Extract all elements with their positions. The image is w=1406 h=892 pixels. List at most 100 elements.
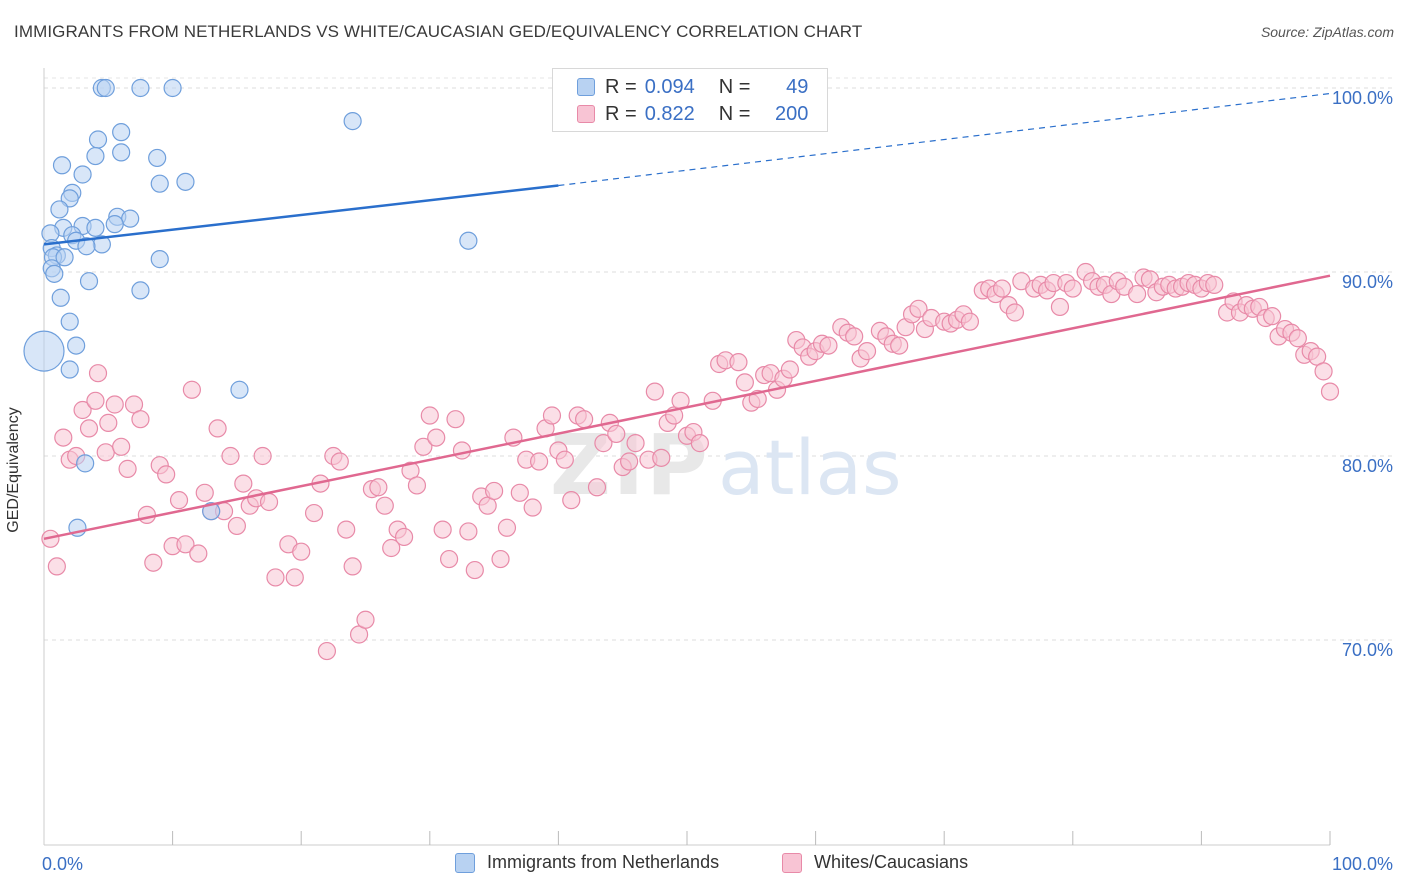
legend-r-value: 0.094 bbox=[644, 75, 695, 98]
data-point bbox=[118, 459, 137, 478]
data-point bbox=[735, 373, 754, 392]
y-axis-label: GED/Equivalency bbox=[5, 407, 22, 533]
data-point bbox=[253, 446, 272, 466]
data-point bbox=[88, 130, 108, 149]
data-point bbox=[530, 452, 549, 471]
data-point bbox=[465, 560, 484, 580]
data-point bbox=[542, 406, 562, 425]
data-point bbox=[234, 474, 253, 493]
data-point bbox=[54, 428, 73, 447]
series-swatch-whites bbox=[782, 852, 802, 873]
data-point bbox=[343, 112, 362, 131]
data-point bbox=[652, 448, 671, 467]
data-point bbox=[227, 516, 246, 536]
data-point bbox=[105, 215, 124, 234]
data-point bbox=[304, 503, 324, 523]
data-point bbox=[382, 538, 401, 558]
data-point bbox=[427, 428, 446, 447]
data-point bbox=[845, 327, 864, 346]
data-point bbox=[562, 491, 581, 510]
data-point bbox=[148, 148, 167, 168]
data-point bbox=[112, 437, 131, 456]
data-point bbox=[485, 481, 504, 501]
x-tick-label: 100.0% bbox=[1332, 854, 1393, 874]
source-credit: Source: ZipAtlas.com bbox=[1260, 24, 1394, 40]
data-point bbox=[131, 78, 150, 98]
y-tick-label: 90.0% bbox=[1342, 272, 1393, 292]
data-point bbox=[992, 279, 1012, 298]
trend-line-netherlands bbox=[43, 184, 559, 246]
legend-n-value: 200 bbox=[775, 102, 809, 125]
data-point bbox=[690, 434, 709, 453]
y-tick-label: 100.0% bbox=[1332, 88, 1393, 108]
data-point bbox=[890, 336, 909, 355]
data-point bbox=[76, 454, 95, 473]
data-point bbox=[1288, 329, 1307, 348]
data-point bbox=[1063, 279, 1082, 298]
data-point bbox=[459, 522, 478, 541]
data-point bbox=[112, 143, 131, 162]
data-point bbox=[729, 353, 748, 372]
legend-n-label: N = bbox=[718, 75, 751, 98]
x-tick-label: 0.0% bbox=[42, 854, 83, 874]
series-netherlands-points bbox=[23, 78, 478, 537]
data-point bbox=[73, 165, 92, 184]
legend-row-netherlands: R = 0.094 N = 49 bbox=[577, 76, 808, 98]
data-point bbox=[150, 174, 169, 193]
data-point bbox=[375, 496, 394, 515]
data-point bbox=[1314, 362, 1333, 381]
series-legend-whites[interactable]: Whites/Caucasians bbox=[782, 852, 968, 873]
data-point bbox=[523, 498, 542, 517]
data-point bbox=[259, 492, 279, 512]
data-point bbox=[208, 419, 227, 438]
data-point bbox=[491, 549, 510, 569]
data-point bbox=[330, 452, 349, 471]
data-point bbox=[45, 264, 64, 283]
y-tick-labels: 100.0% 90.0% 80.0% 70.0% bbox=[1332, 88, 1393, 660]
data-point bbox=[50, 200, 69, 219]
data-point bbox=[414, 437, 433, 456]
data-point bbox=[51, 288, 70, 307]
data-point bbox=[407, 476, 427, 495]
data-point bbox=[497, 518, 517, 537]
trend-line-whites bbox=[43, 274, 1331, 541]
series-swatch-netherlands bbox=[455, 852, 475, 873]
data-point bbox=[394, 527, 414, 547]
watermark-atlas: atlas bbox=[718, 423, 902, 512]
data-point bbox=[79, 272, 99, 291]
series-legend-label: Immigrants from Netherlands bbox=[487, 852, 720, 872]
data-point bbox=[230, 380, 249, 399]
series-legend-netherlands[interactable]: Immigrants from Netherlands bbox=[455, 852, 719, 873]
legend-r-value: 0.822 bbox=[644, 102, 695, 125]
data-point bbox=[79, 419, 99, 438]
data-point bbox=[55, 248, 74, 267]
data-point bbox=[292, 542, 311, 561]
data-point bbox=[150, 250, 169, 269]
data-point bbox=[96, 78, 115, 98]
data-point bbox=[433, 520, 452, 539]
data-point bbox=[1005, 303, 1025, 322]
y-tick-label: 70.0% bbox=[1342, 640, 1393, 660]
data-point bbox=[86, 146, 105, 166]
data-point bbox=[1127, 284, 1147, 304]
data-point bbox=[780, 360, 799, 379]
data-point bbox=[96, 443, 115, 462]
series-legend-label: Whites/Caucasians bbox=[814, 852, 969, 872]
data-points bbox=[23, 78, 1340, 661]
data-point bbox=[41, 529, 60, 548]
data-point bbox=[337, 520, 356, 539]
data-point bbox=[112, 123, 131, 142]
data-point bbox=[620, 452, 639, 471]
data-point bbox=[420, 406, 439, 425]
data-point bbox=[819, 336, 838, 355]
data-point bbox=[202, 502, 221, 521]
axes bbox=[43, 68, 1331, 846]
data-point bbox=[73, 400, 92, 420]
data-point bbox=[77, 237, 96, 256]
data-point bbox=[86, 391, 105, 410]
data-point bbox=[1320, 382, 1340, 401]
data-point bbox=[105, 395, 124, 414]
data-point bbox=[189, 544, 208, 563]
data-point bbox=[459, 231, 478, 250]
